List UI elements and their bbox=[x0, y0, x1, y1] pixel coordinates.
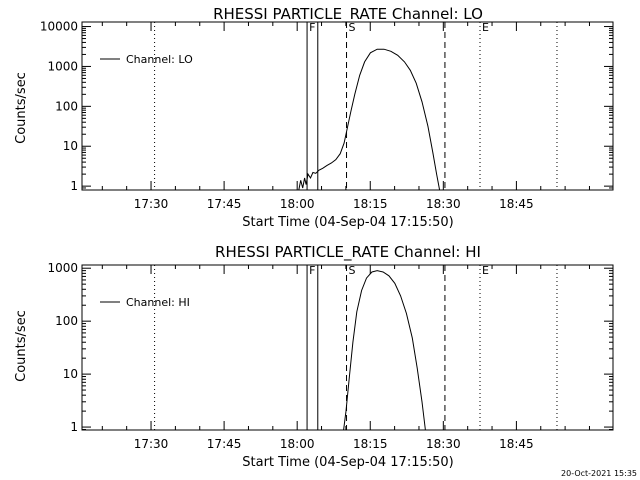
lo-x-tick-label: 17:45 bbox=[207, 197, 242, 211]
timestamp-footer: 20-Oct-2021 15:35 bbox=[561, 469, 637, 478]
lo-legend-label: Channel: LO bbox=[126, 53, 193, 66]
hi-x-axis-label: Start Time (04-Sep-04 17:15:50) bbox=[242, 455, 453, 470]
hi-series-line bbox=[343, 270, 426, 431]
lo-x-tick-label: 18:45 bbox=[499, 197, 534, 211]
lo-y-tick-label: 10000 bbox=[40, 20, 78, 34]
hi-x-tick-label: 17:45 bbox=[207, 437, 242, 451]
lo-y-axis-label: Counts/sec bbox=[14, 72, 29, 144]
hi-x-tick-label: 18:30 bbox=[426, 437, 461, 451]
lo-marker-label: S bbox=[349, 21, 356, 34]
lo-y-tick-label: 100 bbox=[55, 99, 78, 113]
hi-chart-title: RHESSI PARTICLE_RATE Channel: HI bbox=[215, 243, 481, 262]
lo-x-tick-label: 18:15 bbox=[353, 197, 388, 211]
lo-plot-area: 1 10 100 1000 10000 17:30 17:45 18:00 18:15 18:30… bbox=[40, 20, 614, 211]
lo-series-line bbox=[298, 48, 441, 191]
hi-legend-label: Channel: HI bbox=[126, 296, 190, 309]
lo-x-tick-label: 18:00 bbox=[280, 197, 315, 211]
lo-y-tick-label: 10 bbox=[63, 139, 78, 153]
hi-y-tick-label: 1 bbox=[70, 420, 78, 434]
hi-plot-frame bbox=[81, 264, 614, 431]
hi-channel-panel: RHESSI PARTICLE_RATE Channel: HI Counts/… bbox=[14, 243, 614, 470]
hi-marker-label: S bbox=[349, 264, 356, 277]
hi-x-tick-label: 18:45 bbox=[499, 437, 534, 451]
hi-x-tick-label: 18:00 bbox=[280, 437, 315, 451]
lo-chart-title: RHESSI PARTICLE_RATE Channel: LO bbox=[213, 5, 483, 24]
hi-marker-label: E bbox=[482, 264, 489, 277]
lo-y-tick-label: 1 bbox=[70, 179, 78, 193]
hi-marker-label: F bbox=[309, 264, 315, 277]
hi-y-tick-label: 1000 bbox=[47, 261, 78, 275]
lo-x-axis-label: Start Time (04-Sep-04 17:15:50) bbox=[242, 215, 453, 230]
lo-marker-label: E bbox=[482, 21, 489, 34]
lo-y-tick-label: 1000 bbox=[47, 59, 78, 73]
lo-marker-label: F bbox=[309, 21, 315, 34]
hi-y-tick-label: 10 bbox=[63, 367, 78, 381]
lo-channel-panel: RHESSI PARTICLE_RATE Channel: LO Counts/… bbox=[14, 5, 614, 230]
hi-x-tick-label: 17:30 bbox=[134, 437, 169, 451]
hi-plot-area: 1 10 100 1000 17:30 17:45 18:00 18:15 18:30 18:45… bbox=[47, 261, 614, 451]
hi-y-axis-label: Counts/sec bbox=[14, 310, 29, 382]
lo-x-tick-label: 18:30 bbox=[426, 197, 461, 211]
hi-x-tick-label: 18:15 bbox=[353, 437, 388, 451]
hi-y-tick-label: 100 bbox=[55, 314, 78, 328]
lo-x-tick-label: 17:30 bbox=[134, 197, 169, 211]
